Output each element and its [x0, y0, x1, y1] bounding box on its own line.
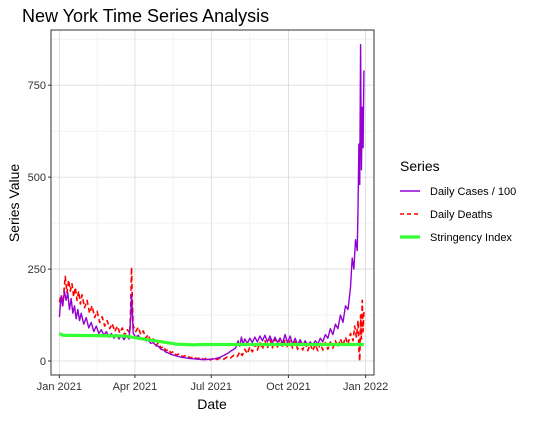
y-tick-label: 500 — [28, 172, 46, 184]
x-tick-label: Apr 2021 — [113, 381, 158, 393]
legend-label: Stringency Index — [430, 232, 512, 244]
x-axis-label: Date — [197, 396, 227, 412]
legend-title: Series — [400, 158, 440, 174]
y-tick-label: 250 — [28, 264, 46, 276]
panel-border — [50, 29, 375, 376]
x-tick-label: Jan 2021 — [37, 381, 82, 393]
chart-title: New York Time Series Analysis — [22, 6, 269, 26]
x-tick-label: Jul 2021 — [190, 381, 232, 393]
legend: Series Daily Cases / 100 Daily Deaths Stri… — [400, 158, 516, 244]
x-tick-label: Jan 2022 — [343, 381, 388, 393]
series-line-stringency-index — [58, 332, 364, 347]
grid-layer — [51, 30, 374, 375]
legend-items: Daily Cases / 100 Daily Deaths Stringency … — [400, 186, 516, 244]
legend-label: Daily Deaths — [430, 209, 493, 221]
y-tick-label: 0 — [40, 356, 46, 368]
y-axis-label: Series Value — [6, 164, 22, 243]
legend-label: Daily Cases / 100 — [430, 186, 516, 198]
x-tick-label: Oct 2021 — [266, 381, 311, 393]
axis-layer: 0 250 500 750 Jan 2021 Apr 2021 Jul 2021 Oct 20… — [28, 80, 389, 393]
series-layer — [58, 44, 365, 362]
series-line-daily-cases-100 — [58, 44, 365, 361]
y-tick-label: 750 — [28, 80, 46, 92]
